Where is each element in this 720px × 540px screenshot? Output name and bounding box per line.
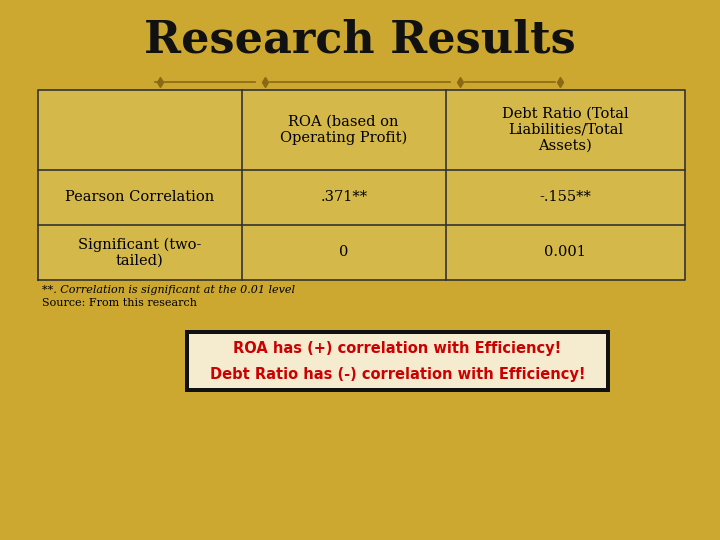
Polygon shape bbox=[189, 334, 606, 388]
Text: ROA has (+) correlation with Efficiency!: ROA has (+) correlation with Efficiency! bbox=[233, 341, 562, 355]
Text: Debt Ratio (Total
Liabilities/Total
Assets): Debt Ratio (Total Liabilities/Total Asse… bbox=[502, 107, 629, 153]
Text: 0.001: 0.001 bbox=[544, 246, 586, 259]
Text: Debt Ratio has (-) correlation with Efficiency!: Debt Ratio has (-) correlation with Effi… bbox=[210, 367, 585, 381]
Text: Significant (two-
tailed): Significant (two- tailed) bbox=[78, 237, 202, 268]
Text: -.155**: -.155** bbox=[539, 191, 591, 204]
Text: ROA (based on
Operating Profit): ROA (based on Operating Profit) bbox=[280, 114, 408, 145]
Polygon shape bbox=[38, 90, 242, 170]
Text: Pearson Correlation: Pearson Correlation bbox=[66, 191, 215, 204]
Polygon shape bbox=[38, 225, 242, 280]
Text: 0: 0 bbox=[339, 246, 348, 259]
Text: Research Results: Research Results bbox=[144, 18, 576, 62]
Polygon shape bbox=[446, 225, 685, 280]
Polygon shape bbox=[38, 170, 242, 225]
Text: Source: From this research: Source: From this research bbox=[42, 298, 197, 308]
Polygon shape bbox=[446, 90, 685, 170]
Text: .371**: .371** bbox=[320, 191, 367, 204]
Polygon shape bbox=[242, 170, 446, 225]
Polygon shape bbox=[185, 330, 610, 392]
Text: **. Correlation is significant at the 0.01 level: **. Correlation is significant at the 0.… bbox=[42, 285, 295, 295]
Polygon shape bbox=[242, 225, 446, 280]
Polygon shape bbox=[446, 170, 685, 225]
Polygon shape bbox=[242, 90, 446, 170]
